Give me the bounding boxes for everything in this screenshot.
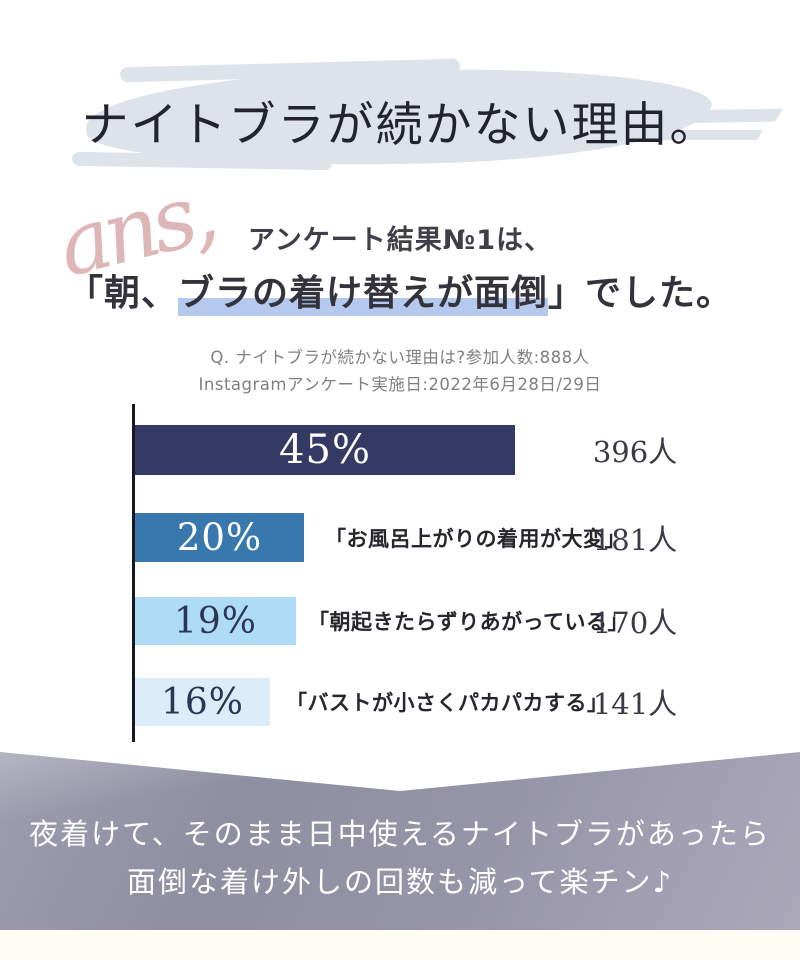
- bar-percent-label: 20%: [176, 516, 263, 559]
- survey-result-subtitle: アンケート結果№1は、: [247, 225, 553, 256]
- survey-question-note: Q. ナイトブラが続かない理由は?参加人数:888人: [210, 348, 590, 367]
- bar-16-percent: 16%: [135, 678, 270, 726]
- answer-highlighted-text: ブラの着け替えが面倒: [177, 273, 548, 316]
- footer-line-2: 面倒な着け外しの回数も減って楽チン♪: [126, 865, 674, 899]
- bottom-strip: [0, 930, 800, 960]
- footer-message: 夜着けて、そのまま日中使えるナイトブラがあったら 面倒な着け外しの回数も減って楽…: [0, 752, 800, 906]
- bar-category-label: 「朝起きたらずりあがっている」: [308, 610, 630, 634]
- survey-answer-line: 「朝、ブラの着け替えが面倒」でした。: [0, 264, 800, 316]
- bar-20-percent: 20%: [135, 513, 304, 562]
- bar-percent-label: 19%: [173, 600, 257, 642]
- answer-prefix: 「朝、: [66, 273, 178, 314]
- answer-suffix: 」でした。: [548, 273, 734, 314]
- chart-row-4: 16% 「バストが小さくパカパカする」 141人: [135, 678, 800, 726]
- chart-row-3: 19% 「朝起きたらずりあがっている」 170人: [135, 597, 800, 645]
- bar-45-percent: 45%: [135, 425, 515, 475]
- bar-count: 141人: [592, 687, 678, 721]
- bar-count: 170人: [592, 606, 678, 640]
- bar-category-label: 「お風呂上がりの着用が大変」: [325, 526, 626, 551]
- chart-axis-line: [132, 404, 135, 742]
- survey-date-note: Instagramアンケート実施日:2022年6月28日/29日: [198, 375, 602, 394]
- bar-percent-label: 45%: [279, 427, 371, 473]
- bar-percent-label: 16%: [160, 681, 244, 723]
- bar-19-percent: 19%: [135, 597, 296, 645]
- bar-count: 181人: [592, 522, 678, 557]
- bar-count: 396人: [592, 435, 678, 469]
- page-title: ナイトブラが続かない理由。: [81, 98, 719, 153]
- chart-row-1: 45% 396人: [135, 425, 800, 475]
- footer-banner: 夜着けて、そのまま日中使えるナイトブラがあったら 面倒な着け外しの回数も減って楽…: [0, 752, 800, 930]
- footer-line-1: 夜着けて、そのまま日中使えるナイトブラがあったら: [29, 817, 771, 851]
- chart-row-2: 20% 「お風呂上がりの着用が大変」 181人: [135, 513, 800, 562]
- survey-notes: Q. ナイトブラが続かない理由は?参加人数:888人 Instagramアンケー…: [0, 344, 800, 398]
- bar-category-label: 「バストが小さくパカパカする」: [286, 691, 609, 715]
